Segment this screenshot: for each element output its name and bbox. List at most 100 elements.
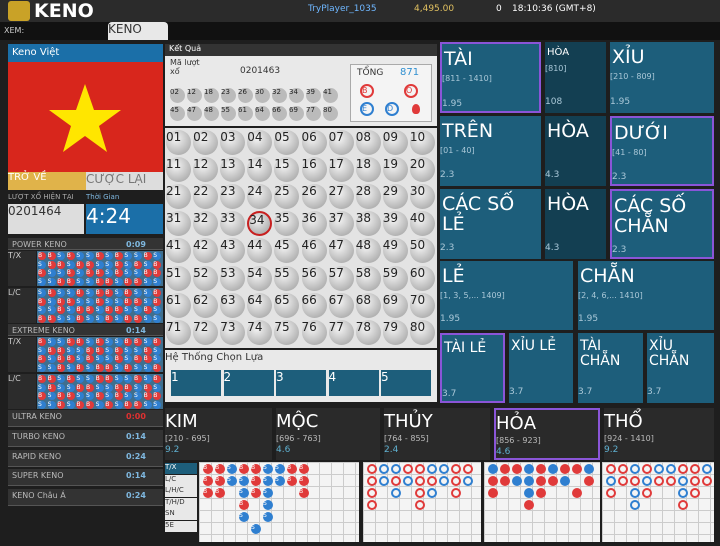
bet-tile[interactable]: CÁC SỐ CHẴN 2.3 bbox=[610, 189, 714, 259]
ball c[interactable]: 46 bbox=[301, 238, 327, 264]
ball c[interactable]: 56 bbox=[301, 265, 327, 291]
ball c[interactable]: 70 bbox=[409, 292, 435, 318]
ball c[interactable]: 33 bbox=[220, 211, 246, 237]
ball c[interactable]: 71 bbox=[166, 319, 191, 345]
ball c[interactable]: 78 bbox=[355, 319, 381, 345]
ball c[interactable]: 69 bbox=[382, 292, 408, 318]
ball c[interactable]: 54 bbox=[247, 265, 273, 291]
ball c[interactable]: 50 bbox=[409, 238, 435, 264]
tab c[interactable]: KENO bbox=[108, 22, 168, 40]
ball c[interactable]: 31 bbox=[166, 211, 191, 237]
bet-tile[interactable]: HÒA 4.3 bbox=[545, 116, 606, 186]
ball c[interactable]: 03 bbox=[220, 130, 246, 155]
ball c[interactable]: 08 bbox=[355, 130, 381, 155]
bet-tile[interactable]: TÀI CHẴN 3.7 bbox=[578, 333, 643, 403]
ball c[interactable]: 36 bbox=[301, 211, 327, 237]
ball c[interactable]: 77 bbox=[328, 319, 354, 345]
ball c[interactable]: 19 bbox=[382, 157, 408, 183]
ball c[interactable]: 58 bbox=[355, 265, 381, 291]
ball c[interactable]: 06 bbox=[301, 130, 327, 155]
bet-tile[interactable]: TÀI LẺ 3.7 bbox=[440, 333, 505, 403]
ball c[interactable]: 26 bbox=[301, 184, 327, 210]
back-button c[interactable]: TRỞ VỀ bbox=[8, 172, 86, 190]
ball c[interactable]: 72 bbox=[193, 319, 219, 345]
ball c[interactable]: 05 bbox=[274, 130, 300, 155]
ball c[interactable]: 57 bbox=[328, 265, 354, 291]
ball c[interactable]: 22 bbox=[193, 184, 219, 210]
bet-tile[interactable]: HÒA 4.3 bbox=[545, 189, 606, 259]
bet-tile[interactable]: HÒA [810] 108 bbox=[545, 42, 606, 113]
game-header[interactable] bbox=[8, 430, 163, 447]
ball c[interactable]: 59 bbox=[382, 265, 408, 291]
game-header[interactable] bbox=[8, 450, 163, 467]
ball c[interactable]: 24 bbox=[247, 184, 273, 210]
ball c[interactable]: 01 bbox=[166, 130, 191, 155]
ball c[interactable]: 67 bbox=[328, 292, 354, 318]
ball c[interactable]: 29 bbox=[382, 184, 408, 210]
ball c[interactable]: 41 bbox=[166, 238, 191, 264]
ball c[interactable]: 02 bbox=[193, 130, 219, 155]
system-option c[interactable]: 5 bbox=[381, 370, 431, 396]
ball c[interactable]: 30 bbox=[409, 184, 435, 210]
bet-tile[interactable]: LẺ [1, 3, 5,... 1409] 1.95 bbox=[440, 261, 573, 330]
element-tile[interactable]: HỎA [856 - 923] 4.6 bbox=[494, 408, 600, 460]
ball c[interactable]: 40 bbox=[409, 211, 435, 237]
rebet-button c[interactable]: CƯỢC LẠI bbox=[86, 172, 163, 190]
ball c[interactable]: 61 bbox=[166, 292, 191, 318]
ball c[interactable]: 14 bbox=[247, 157, 273, 183]
ball c[interactable]: 79 bbox=[382, 319, 408, 345]
ball c[interactable]: 23 bbox=[220, 184, 246, 210]
ball c[interactable]: 44 bbox=[247, 238, 273, 264]
ball c[interactable]: 18 bbox=[355, 157, 381, 183]
element-tile[interactable]: THỦY [764 - 855] 2.4 bbox=[384, 408, 490, 460]
ball c[interactable]: 21 bbox=[166, 184, 191, 210]
game-header[interactable] bbox=[8, 489, 163, 506]
bet-tile[interactable]: XỈU LẺ 3.7 bbox=[509, 333, 573, 403]
ball c[interactable]: 48 bbox=[355, 238, 381, 264]
ball c[interactable]: 55 bbox=[274, 265, 300, 291]
bet-tile[interactable]: CHẴN [2, 4, 6,... 1410] 1.95 bbox=[578, 261, 714, 330]
game-header[interactable] bbox=[8, 324, 163, 336]
system-option c[interactable]: 4 bbox=[328, 370, 379, 396]
game-title[interactable]: Keno Việt bbox=[8, 44, 163, 62]
ball c[interactable]: 16 bbox=[301, 157, 327, 183]
game-header[interactable] bbox=[8, 238, 163, 250]
ball c[interactable]: 80 bbox=[409, 319, 435, 345]
ball c[interactable]: 65 bbox=[274, 292, 300, 318]
ball c[interactable]: 68 bbox=[355, 292, 381, 318]
ball c[interactable]: 39 bbox=[382, 211, 408, 237]
ball c[interactable]: 49 bbox=[382, 238, 408, 264]
bet-tile[interactable]: XỈU CHẴN 3.7 bbox=[647, 333, 714, 403]
ball c[interactable]: 11 bbox=[166, 157, 191, 183]
ball c[interactable]: 64 bbox=[247, 292, 273, 318]
game-header[interactable] bbox=[8, 410, 163, 427]
ball c[interactable]: 27 bbox=[328, 184, 354, 210]
ball c[interactable]: 63 bbox=[220, 292, 246, 318]
ball c[interactable]: 12 bbox=[193, 157, 219, 183]
ball c[interactable]: 34 bbox=[247, 211, 273, 237]
system-option c[interactable]: 2 bbox=[223, 370, 274, 396]
bet-tile[interactable]: TÀI [811 - 1410] 1.95 bbox=[440, 42, 541, 113]
ball c[interactable]: 76 bbox=[301, 319, 327, 345]
ball c[interactable]: 52 bbox=[193, 265, 219, 291]
game-header[interactable] bbox=[8, 469, 163, 486]
ball c[interactable]: 74 bbox=[247, 319, 273, 345]
ball c[interactable]: 53 bbox=[220, 265, 246, 291]
ball c[interactable]: 07 bbox=[328, 130, 354, 155]
bet-tile[interactable]: XỈU [210 - 809] 1.95 bbox=[610, 42, 714, 113]
ball c[interactable]: 15 bbox=[274, 157, 300, 183]
bet-tile[interactable]: DƯỚI [41 - 80] 2.3 bbox=[610, 116, 714, 186]
ball c[interactable]: 38 bbox=[355, 211, 381, 237]
ball c[interactable]: 45 bbox=[274, 238, 300, 264]
system-option c[interactable]: 1 bbox=[171, 370, 221, 396]
ball c[interactable]: 25 bbox=[274, 184, 300, 210]
ball c[interactable]: 04 bbox=[247, 130, 273, 155]
ball c[interactable]: 66 bbox=[301, 292, 327, 318]
element-tile[interactable]: THỔ [924 - 1410] 9.2 bbox=[604, 408, 714, 460]
ball c[interactable]: 43 bbox=[220, 238, 246, 264]
ball c[interactable]: 13 bbox=[220, 157, 246, 183]
ball c[interactable]: 62 bbox=[193, 292, 219, 318]
ball c[interactable]: 60 bbox=[409, 265, 435, 291]
bet-tile[interactable]: CÁC SỐ LẺ 2.3 bbox=[440, 189, 541, 259]
ball c[interactable]: 42 bbox=[193, 238, 219, 264]
